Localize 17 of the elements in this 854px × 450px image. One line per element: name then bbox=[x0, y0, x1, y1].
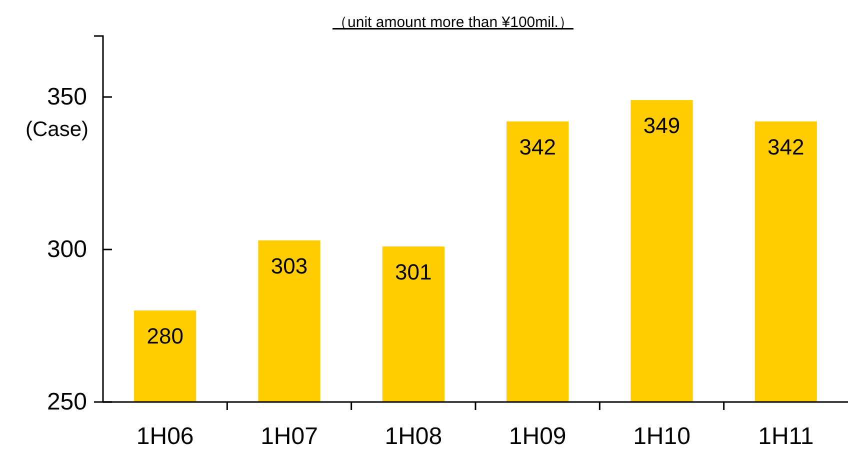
x-tick-label: 1H08 bbox=[384, 423, 442, 450]
y-tick-label: 250 bbox=[46, 388, 87, 416]
data-label: 342 bbox=[519, 134, 556, 160]
data-label: 303 bbox=[270, 253, 308, 278]
x-tick-label: 1H07 bbox=[260, 423, 318, 450]
y-tick-label: 300 bbox=[46, 236, 87, 264]
y-axis-title: (Case) bbox=[25, 118, 89, 141]
x-tick-label: 1H06 bbox=[136, 423, 194, 450]
y-tick-label: 350 bbox=[46, 84, 87, 111]
data-label: 349 bbox=[643, 113, 680, 138]
x-tick-label: 1H11 bbox=[758, 423, 814, 450]
x-tick-label: 1H10 bbox=[633, 423, 690, 450]
chart-subtitle: （unit amount more than ¥100mil.） bbox=[332, 14, 574, 31]
data-label: 301 bbox=[395, 259, 432, 284]
data-label: 280 bbox=[146, 324, 184, 348]
x-tick-label: 1H09 bbox=[508, 423, 566, 450]
data-label: 342 bbox=[768, 134, 804, 160]
